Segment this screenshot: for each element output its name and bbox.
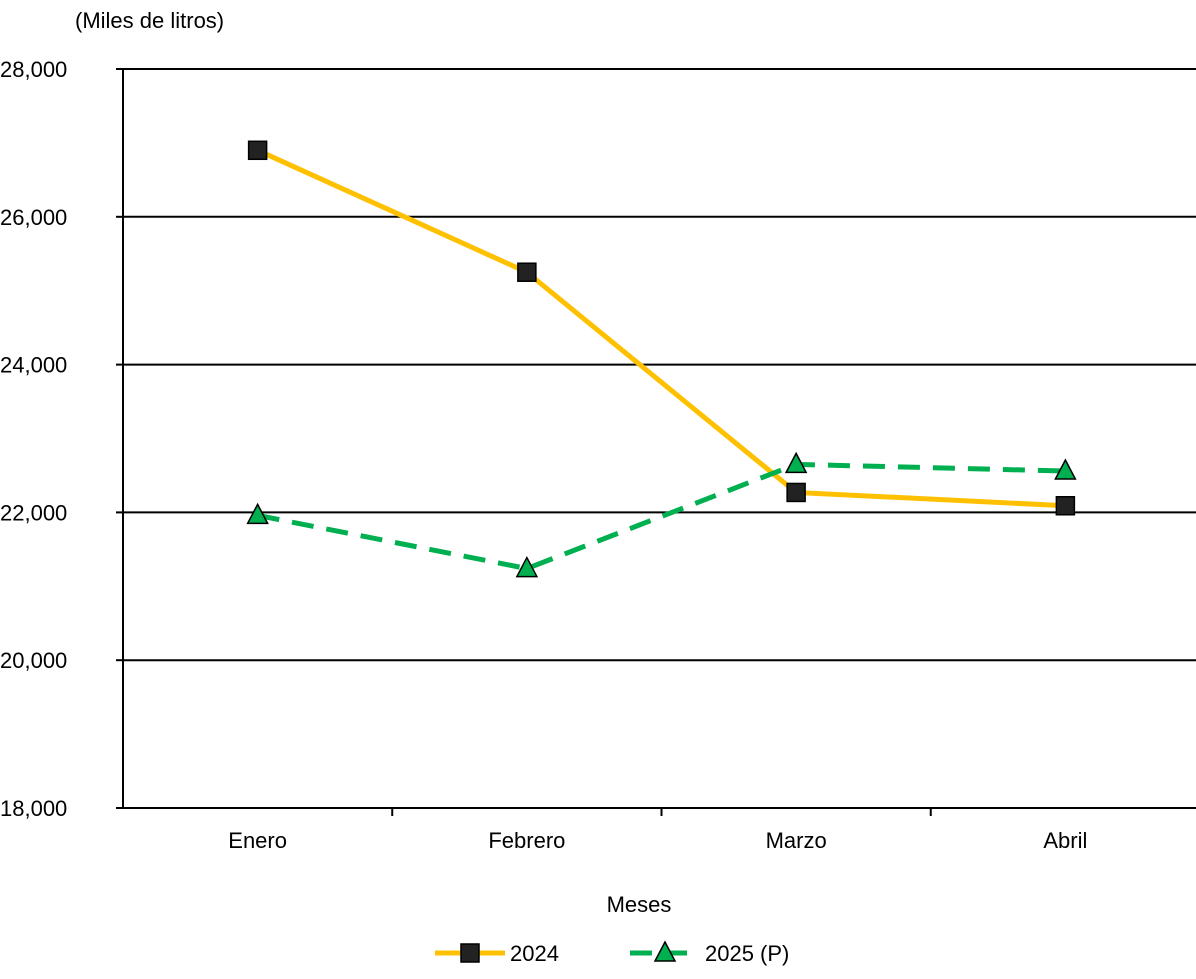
data-point <box>653 940 677 962</box>
data-point <box>460 943 480 963</box>
y-tick-label: 18,000 <box>0 796 67 821</box>
legend-item: 2024 <box>435 941 559 966</box>
data-point <box>784 451 808 474</box>
series-2024 <box>247 140 1076 516</box>
gridlines <box>123 68 1196 662</box>
legend: 2024 2025 (P) <box>435 940 789 966</box>
data-point <box>1055 495 1076 516</box>
x-tick-label: Febrero <box>488 828 565 853</box>
series-line <box>256 148 1066 509</box>
y-tick-label: 20,000 <box>0 648 67 673</box>
y-axis-ticks: 18,000 20,000 22,000 24,000 26,000 28,000 <box>0 57 123 821</box>
x-tick-label: Abril <box>1043 828 1087 853</box>
data-point <box>515 555 539 578</box>
series-layer <box>246 140 1077 578</box>
legend-label: 2024 <box>510 941 559 966</box>
x-axis-ticks: Enero Febrero Marzo Abril <box>228 808 1087 853</box>
y-tick-label: 22,000 <box>0 500 67 525</box>
series-2025 (P) <box>246 451 1077 578</box>
series-line <box>257 461 1066 572</box>
y-tick-label: 24,000 <box>0 353 67 378</box>
y-axis-label: (Miles de litros) <box>75 8 224 33</box>
x-tick-label: Marzo <box>766 828 827 853</box>
data-point <box>1054 458 1077 480</box>
y-tick-label: 26,000 <box>0 205 67 230</box>
x-tick-label: Enero <box>228 828 287 853</box>
y-tick-label: 28,000 <box>0 57 67 82</box>
data-point <box>247 140 268 161</box>
data-point <box>517 262 537 282</box>
x-axis-label: Meses <box>607 892 672 917</box>
legend-label: 2025 (P) <box>705 941 789 966</box>
legend-item: 2025 (P) <box>630 940 789 966</box>
data-point <box>786 482 806 503</box>
data-point <box>246 502 269 525</box>
